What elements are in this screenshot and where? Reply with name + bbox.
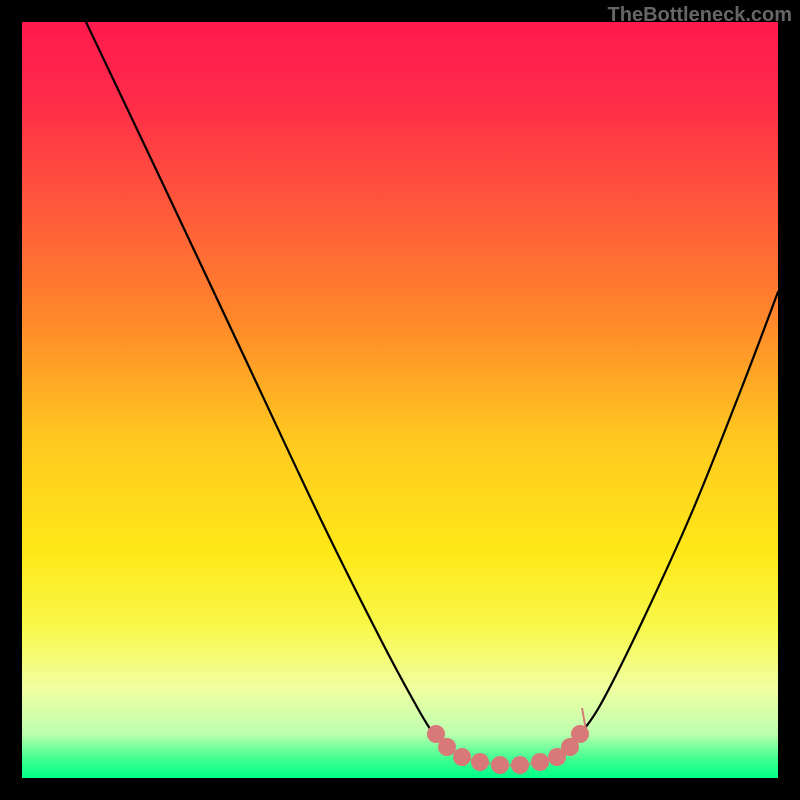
marker-dot xyxy=(453,748,471,766)
marker-dot xyxy=(438,738,456,756)
marker-dot xyxy=(471,753,489,771)
watermark-text: TheBottleneck.com xyxy=(608,4,792,27)
curve-path xyxy=(582,292,778,732)
marker-dot xyxy=(531,753,549,771)
curve-path xyxy=(86,22,432,732)
marker-dot xyxy=(511,756,529,774)
chart-svg-layer xyxy=(22,22,778,778)
chart-plot-area xyxy=(22,22,778,778)
marker-dot xyxy=(491,756,509,774)
